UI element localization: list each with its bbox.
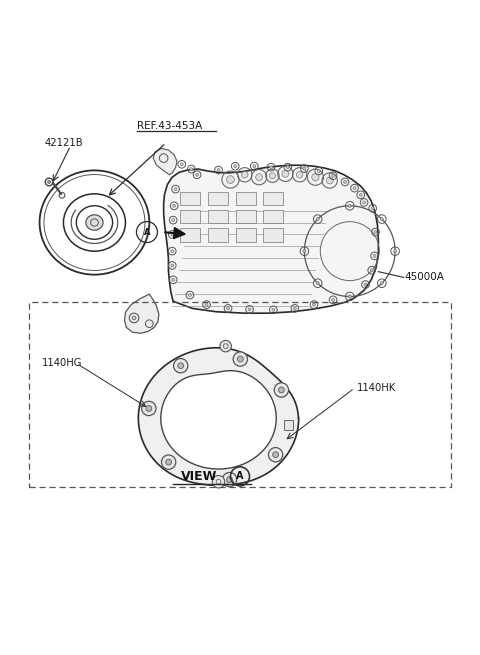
Circle shape — [256, 174, 263, 181]
Circle shape — [146, 405, 152, 411]
Circle shape — [241, 172, 248, 178]
Bar — [208, 210, 228, 223]
Circle shape — [371, 207, 374, 210]
Bar — [264, 228, 283, 242]
Bar — [180, 228, 200, 242]
Circle shape — [293, 307, 296, 310]
Bar — [180, 210, 200, 223]
Bar — [29, 302, 451, 487]
Circle shape — [332, 299, 335, 301]
Bar — [284, 420, 293, 430]
Circle shape — [274, 383, 288, 397]
Text: A: A — [144, 227, 150, 236]
Bar — [236, 192, 256, 205]
Circle shape — [353, 187, 356, 189]
Circle shape — [326, 177, 333, 184]
Circle shape — [348, 204, 351, 207]
Circle shape — [174, 188, 177, 191]
Circle shape — [316, 217, 319, 221]
Circle shape — [297, 172, 303, 178]
Circle shape — [220, 341, 231, 352]
Text: VIEW: VIEW — [181, 470, 217, 483]
Circle shape — [374, 231, 377, 233]
Circle shape — [180, 163, 183, 166]
Circle shape — [172, 219, 175, 221]
Circle shape — [317, 170, 320, 172]
Text: 42121B: 42121B — [44, 138, 83, 148]
Text: 1140HK: 1140HK — [357, 383, 396, 393]
Circle shape — [190, 168, 193, 170]
Circle shape — [166, 459, 171, 465]
Circle shape — [132, 316, 136, 320]
Circle shape — [269, 173, 276, 179]
Circle shape — [178, 363, 183, 369]
Circle shape — [174, 358, 188, 373]
Circle shape — [272, 309, 275, 311]
Circle shape — [316, 282, 319, 285]
Circle shape — [370, 269, 373, 272]
Polygon shape — [124, 294, 159, 333]
Circle shape — [273, 452, 278, 458]
Circle shape — [227, 176, 234, 183]
Circle shape — [48, 181, 50, 183]
Ellipse shape — [39, 170, 149, 274]
Circle shape — [161, 455, 176, 469]
Ellipse shape — [86, 215, 103, 231]
Circle shape — [234, 165, 237, 168]
Circle shape — [278, 387, 284, 393]
Text: A: A — [236, 472, 244, 481]
Circle shape — [253, 165, 256, 168]
Circle shape — [360, 193, 362, 196]
Circle shape — [212, 476, 225, 488]
Circle shape — [303, 250, 306, 253]
Circle shape — [380, 282, 383, 285]
Circle shape — [380, 217, 383, 221]
Circle shape — [171, 250, 174, 253]
Bar — [264, 192, 283, 205]
Circle shape — [248, 308, 251, 310]
Circle shape — [270, 166, 273, 168]
Circle shape — [227, 477, 232, 483]
Circle shape — [171, 264, 174, 267]
Circle shape — [286, 166, 289, 168]
Circle shape — [217, 168, 220, 172]
Bar — [236, 210, 256, 223]
Circle shape — [268, 447, 283, 462]
Circle shape — [222, 472, 237, 487]
Bar — [264, 210, 283, 223]
Circle shape — [238, 356, 243, 362]
Polygon shape — [164, 165, 378, 313]
Text: 1140HG: 1140HG — [42, 358, 83, 368]
Circle shape — [282, 170, 289, 178]
Circle shape — [364, 283, 367, 286]
Polygon shape — [161, 371, 276, 469]
Circle shape — [205, 303, 208, 306]
Bar — [236, 228, 256, 242]
Circle shape — [171, 233, 174, 236]
Circle shape — [344, 181, 347, 183]
Circle shape — [363, 201, 365, 204]
Circle shape — [332, 174, 335, 177]
Polygon shape — [153, 149, 177, 175]
Circle shape — [373, 255, 376, 257]
Circle shape — [189, 293, 192, 297]
Polygon shape — [138, 348, 299, 485]
Circle shape — [394, 250, 396, 253]
Circle shape — [348, 295, 351, 298]
Bar — [208, 192, 228, 205]
Text: REF.43-453A: REF.43-453A — [137, 121, 203, 131]
Text: 45000A: 45000A — [405, 272, 444, 282]
Circle shape — [312, 303, 315, 306]
Circle shape — [312, 174, 319, 181]
Bar — [180, 192, 200, 205]
Circle shape — [303, 167, 306, 170]
Circle shape — [196, 174, 199, 176]
Circle shape — [142, 402, 156, 416]
Bar — [208, 228, 228, 242]
Circle shape — [227, 307, 229, 310]
Circle shape — [172, 278, 175, 281]
Circle shape — [233, 352, 248, 366]
Circle shape — [173, 204, 176, 207]
